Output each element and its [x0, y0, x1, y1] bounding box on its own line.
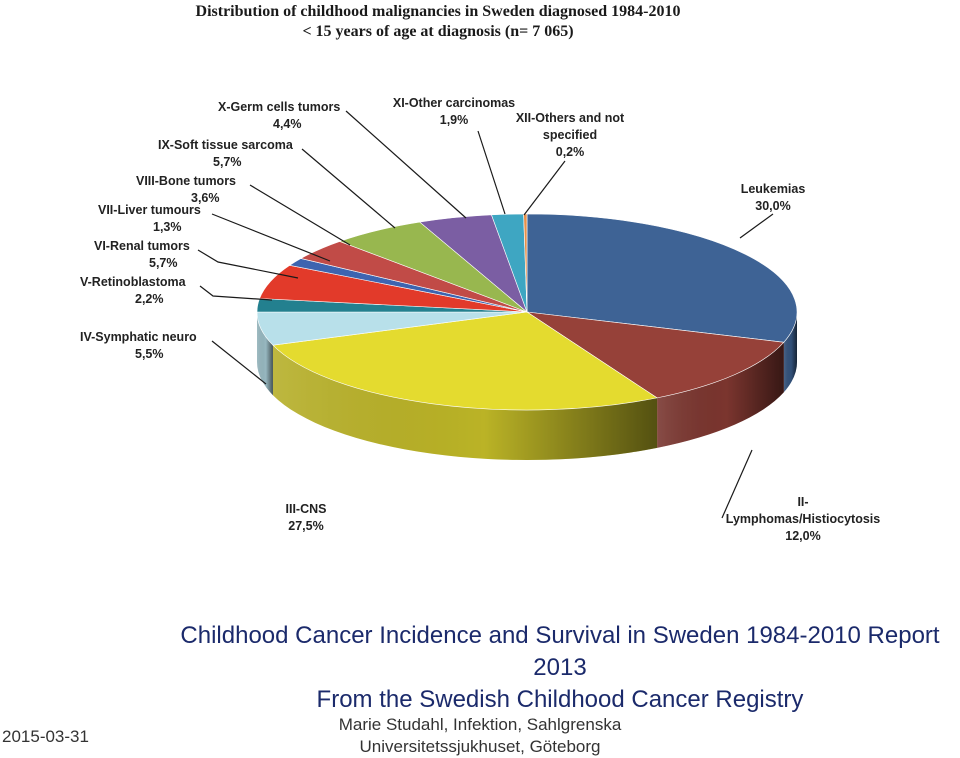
slice-label-leukemias: Leukemias 30,0%	[741, 182, 806, 213]
caption-line3: From the Swedish Childhood Cancer Regist…	[316, 686, 804, 713]
slice-label-xi-other-carcinomas: XI-Other carcinomas 1,9%	[393, 96, 515, 127]
pie-slice-leukemias	[526, 213, 798, 343]
slice-label-x-germ-cells-tumors: X-Germ cells tumors 4,4%	[218, 100, 340, 131]
leader-line-leukemias	[739, 213, 774, 239]
slice-label-viii-bone-tumors: VIII-Bone tumors 3,6%	[136, 174, 236, 205]
slice-label-ii-lymphomas-histiocytosis: II-Lymphomas/Histiocytosis 12,0%	[726, 495, 880, 543]
leader-line-v-retinoblastoma	[199, 285, 273, 301]
leader-line-vi-renal-tumors	[197, 249, 299, 279]
slice-label-xii-others-and-not-specified: XII-Others and not specified 0,2%	[516, 111, 625, 159]
chart-title-line1: Distribution of childhood malignancies i…	[196, 3, 681, 20]
slice-label-v-retinoblastoma: V-Retinoblastoma 2,2%	[80, 275, 187, 306]
pie-side-iii-cns	[272, 345, 658, 460]
leader-line-xii-others-and-not-specified	[523, 160, 566, 216]
slice-label-vi-renal-tumors: VI-Renal tumors 5,7%	[94, 239, 190, 270]
slice-label-ix-soft-tissue-sarcoma: IX-Soft tissue sarcoma 5,7%	[158, 138, 294, 169]
leader-line-ix-soft-tissue-sarcoma	[301, 148, 396, 229]
pie-slice-ii-lymphomas-histiocytosis	[526, 311, 785, 399]
chart-title-line2: < 15 years of age at diagnosis (n= 7 065…	[302, 23, 573, 40]
leader-line-x-germ-cells-tumors	[345, 110, 467, 219]
pie-slice-iii-cns	[272, 311, 658, 411]
pie-side-ii-lymphomas-histiocytosis	[657, 342, 784, 448]
author-line2: Universitetssjukhuset, Göteborg	[359, 737, 601, 756]
author-credit: Marie Studahl, Infektion, Sahlgrenska Un…	[330, 714, 630, 758]
caption-line2: 2013	[533, 654, 587, 681]
slide-date: 2015-03-31	[2, 727, 89, 746]
author-line1: Marie Studahl, Infektion, Sahlgrenska	[338, 715, 622, 734]
leader-line-xi-other-carcinomas	[477, 130, 506, 215]
caption-line1: Childhood Cancer Incidence and Survival …	[180, 622, 940, 649]
leader-line-iv-symphatic-neuro	[211, 340, 267, 385]
pie-side-iv-symphatic-neuro	[257, 312, 273, 396]
slice-label-iv-symphatic-neuro: IV-Symphatic neuro 5,5%	[80, 330, 197, 361]
leader-line-vii-liver-tumours	[211, 213, 331, 262]
slice-label-iii-cns: III-CNS 27,5%	[286, 502, 327, 533]
slice-label-vii-liver-tumours: VII-Liver tumours 1,3%	[98, 203, 201, 234]
pie-side-leukemias	[783, 312, 797, 393]
leader-line-viii-bone-tumors	[249, 184, 351, 246]
pie-chart: Distribution of childhood malignancies i…	[80, 3, 880, 543]
caption: Childhood Cancer Incidence and Survival …	[150, 620, 960, 716]
leader-line-ii-lymphomas-histiocytosis	[721, 449, 753, 519]
